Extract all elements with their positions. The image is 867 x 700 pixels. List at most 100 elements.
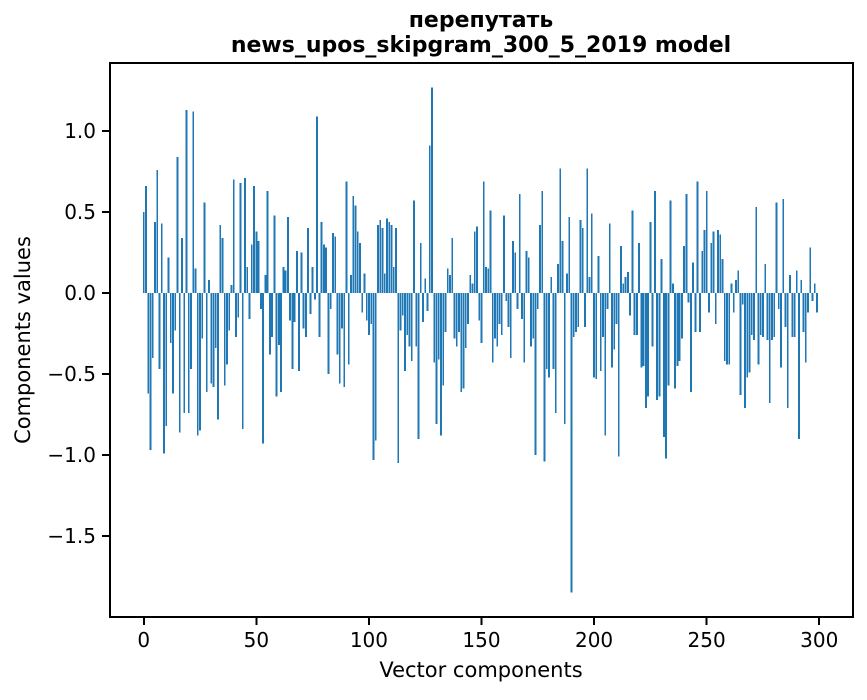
bar <box>478 293 481 321</box>
bar <box>550 276 553 294</box>
bar <box>395 228 397 294</box>
bar <box>566 273 568 294</box>
bar <box>167 257 170 294</box>
bar <box>386 218 388 294</box>
bar <box>253 186 255 294</box>
bar <box>160 223 163 294</box>
y-tick-label: 1.0 <box>64 119 96 143</box>
bar <box>768 293 771 404</box>
bar <box>142 212 145 294</box>
bar <box>422 293 424 323</box>
x-axis-ticks: 0 50 100 150 200 250 300 <box>137 617 838 652</box>
bar <box>368 293 370 336</box>
bar <box>205 293 208 392</box>
bar <box>302 293 305 329</box>
bar <box>764 263 767 294</box>
bar <box>543 293 546 462</box>
bar <box>807 293 809 313</box>
bar <box>516 293 519 310</box>
bar <box>282 267 285 294</box>
bar <box>248 293 251 319</box>
bar <box>523 293 526 363</box>
bar <box>419 242 422 294</box>
bar <box>802 293 805 332</box>
bar <box>415 293 418 347</box>
bar <box>604 293 607 436</box>
bar <box>268 293 271 355</box>
bar <box>595 293 598 379</box>
bar <box>210 293 213 384</box>
bar <box>174 293 177 331</box>
bar <box>271 293 274 337</box>
bar <box>183 293 186 413</box>
bar <box>203 202 206 294</box>
bar <box>489 210 492 294</box>
bar <box>741 293 744 305</box>
bar <box>795 270 798 294</box>
bar <box>440 293 442 436</box>
bar <box>791 293 794 337</box>
bar <box>338 293 341 384</box>
bar <box>354 205 357 294</box>
bar <box>561 241 564 294</box>
bar <box>201 293 204 339</box>
bar <box>190 293 192 370</box>
bar <box>341 293 343 329</box>
y-tick-label: 0.5 <box>64 200 96 224</box>
bar <box>172 293 174 394</box>
bar <box>165 293 168 426</box>
bar <box>239 182 242 294</box>
bar <box>147 293 150 394</box>
bar <box>762 293 764 337</box>
bar <box>379 220 382 294</box>
bar <box>730 283 733 294</box>
bar <box>644 293 647 409</box>
bar <box>674 293 677 389</box>
bar <box>145 186 147 294</box>
bar <box>557 263 559 294</box>
bar <box>214 293 217 349</box>
bar <box>784 293 787 328</box>
bar <box>280 293 283 392</box>
bar <box>676 293 679 366</box>
bar <box>467 293 469 324</box>
bar <box>473 231 476 294</box>
bar <box>435 293 438 425</box>
bar <box>658 293 661 397</box>
chart-title-word: перепутать <box>409 8 554 33</box>
bar <box>352 195 355 294</box>
bar <box>322 244 325 294</box>
chart-title-model: news_upos_skipgram_300_5_2019 model <box>231 33 731 58</box>
bar <box>559 168 562 294</box>
bar <box>708 293 710 313</box>
bar <box>410 293 413 362</box>
bar <box>293 293 296 323</box>
bar <box>647 293 650 397</box>
bar <box>721 259 724 294</box>
bar <box>723 293 726 362</box>
bar <box>363 273 366 294</box>
bar <box>266 190 269 294</box>
bar <box>699 293 701 332</box>
bar <box>653 190 656 294</box>
bar <box>455 293 458 347</box>
bar <box>635 293 638 336</box>
bar <box>746 293 749 378</box>
bar <box>633 293 636 336</box>
bar <box>399 293 402 331</box>
bar <box>753 293 755 340</box>
bar <box>680 293 683 339</box>
bar <box>365 293 368 321</box>
bar <box>487 268 490 294</box>
bar <box>336 293 339 355</box>
bar <box>196 293 199 436</box>
bar <box>597 255 600 294</box>
bar <box>356 231 359 294</box>
bar <box>689 293 692 392</box>
bar <box>705 190 708 294</box>
bar <box>750 293 753 336</box>
bar <box>518 194 521 294</box>
bar <box>480 293 483 344</box>
bar <box>275 293 278 397</box>
